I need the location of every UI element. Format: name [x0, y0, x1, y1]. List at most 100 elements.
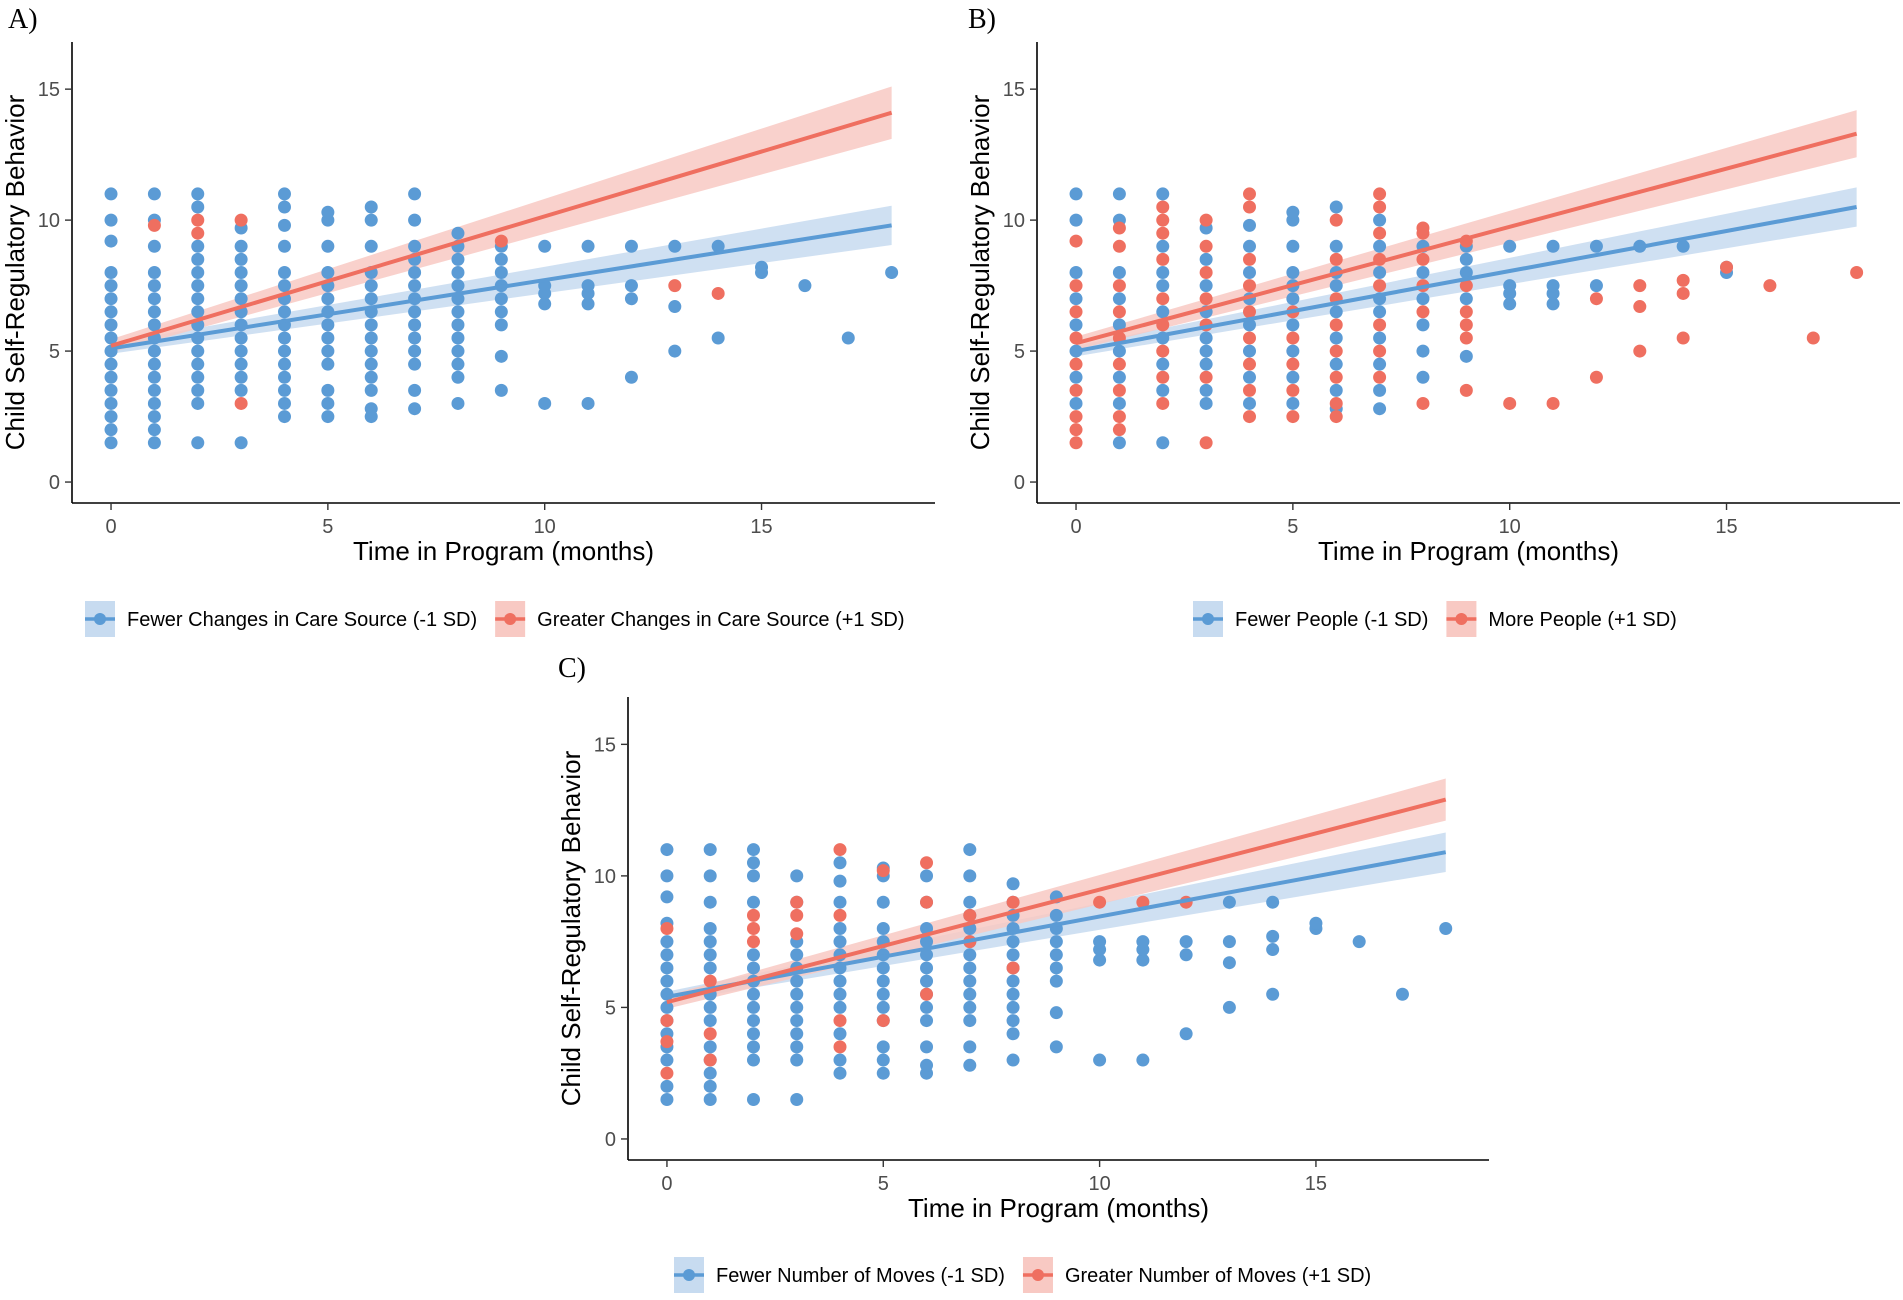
data-point [234, 292, 248, 306]
regression-line-blue [110, 223, 892, 351]
regression-line-red [110, 110, 893, 348]
data-point [1112, 344, 1126, 358]
data-point [1222, 895, 1236, 909]
data-point [660, 935, 674, 949]
data-point [703, 948, 717, 962]
data-point [234, 396, 248, 410]
data-point [451, 344, 465, 358]
data-point [104, 266, 118, 279]
data-point [104, 436, 118, 450]
data-point [746, 961, 760, 975]
y-axis-title: Child Self-Regulatory Behavior [965, 94, 995, 450]
legend-key-red [1022, 1257, 1053, 1293]
data-point [1266, 895, 1280, 909]
data-point [1503, 279, 1517, 293]
data-point [790, 974, 804, 988]
data-point [1156, 396, 1170, 410]
data-point [277, 266, 291, 279]
data-point [1589, 370, 1603, 384]
data-point [191, 226, 205, 240]
data-point [1049, 908, 1063, 922]
x-tick-label: 10 [534, 516, 556, 538]
data-point [833, 1053, 847, 1067]
data-point [833, 874, 847, 888]
data-point [876, 1000, 890, 1014]
data-point [841, 331, 855, 345]
data-point [191, 266, 205, 279]
data-point [876, 961, 890, 975]
data-point [408, 331, 422, 345]
data-point [1069, 187, 1083, 201]
chart-panel-2: C) 0 5 10 15 0 5 10 15 Time in Program (months) Ch… [556, 653, 1489, 1293]
data-point [1222, 956, 1236, 970]
data-point [755, 260, 769, 274]
data-point [1112, 292, 1126, 306]
data-point [451, 279, 465, 293]
data-point [1242, 410, 1256, 424]
data-point [1633, 279, 1647, 293]
data-point [833, 843, 847, 857]
data-point [234, 213, 248, 227]
data-point [1286, 292, 1300, 306]
data-point [104, 331, 118, 345]
data-point [703, 1053, 717, 1067]
data-point [538, 396, 552, 410]
data-point [1676, 331, 1690, 345]
legend: Fewer Changes in Care Source (-1 SD) Grea… [85, 601, 905, 637]
data-point [1633, 344, 1647, 358]
data-point [408, 279, 422, 293]
data-point [1199, 239, 1213, 253]
y-tick-label: 5 [1014, 341, 1025, 363]
data-point [1006, 877, 1020, 891]
data-point [746, 1053, 760, 1067]
data-point [1395, 987, 1409, 1001]
data-point [1352, 935, 1366, 949]
data-point [1286, 396, 1300, 410]
data-point [408, 239, 422, 253]
data-point [277, 383, 291, 397]
data-point [234, 370, 248, 384]
data-point [660, 1053, 674, 1067]
data-point [1373, 357, 1387, 371]
data-point [1416, 396, 1430, 410]
data-point [147, 436, 161, 450]
data-point [1179, 935, 1193, 949]
data-point [494, 266, 508, 279]
x-tick-label: 15 [750, 516, 772, 538]
data-point [876, 974, 890, 988]
data-point [104, 213, 118, 227]
data-point [1006, 961, 1020, 975]
data-point [703, 869, 717, 883]
data-point [321, 396, 335, 410]
data-point [104, 292, 118, 306]
data-point [703, 1040, 717, 1054]
legend-key-blue [85, 601, 115, 637]
data-point [1416, 344, 1430, 358]
data-point [277, 200, 291, 214]
data-point [1199, 279, 1213, 293]
y-axis-title: Child Self-Regulatory Behavior [556, 750, 586, 1106]
legend: Fewer People (-1 SD) More People (+1 SD) [1193, 601, 1677, 637]
data-point [660, 922, 674, 935]
data-point [1156, 279, 1170, 293]
data-point [703, 922, 717, 935]
data-point [746, 922, 760, 935]
data-point [277, 331, 291, 345]
data-point [1069, 383, 1083, 397]
data-point [1373, 305, 1387, 319]
regression-line-red [666, 797, 1447, 1005]
data-point [790, 1040, 804, 1054]
data-point [191, 279, 205, 293]
data-point [963, 843, 977, 857]
data-point [364, 292, 378, 306]
data-point [1459, 292, 1473, 306]
data-point [364, 331, 378, 345]
data-point [660, 869, 674, 883]
data-point [1069, 436, 1083, 450]
legend-label: More People (+1 SD) [1488, 609, 1676, 631]
data-point [581, 279, 595, 293]
data-point [1459, 383, 1473, 397]
legend-label: Greater Number of Moves (+1 SD) [1065, 1265, 1371, 1287]
data-point [538, 239, 552, 253]
data-point [1459, 305, 1473, 319]
